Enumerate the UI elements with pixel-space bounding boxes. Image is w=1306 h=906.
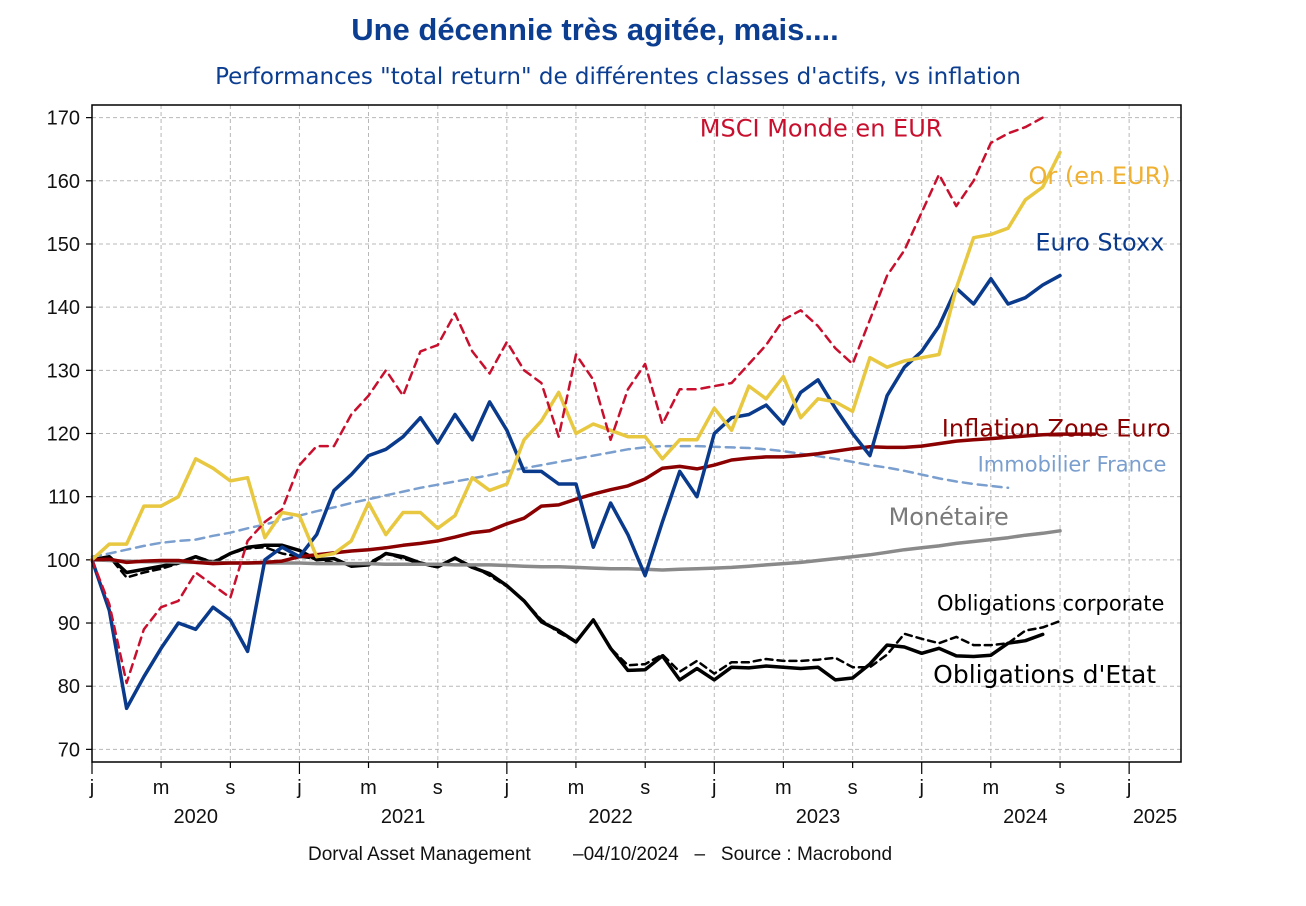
y-axis: 70 80 90 100 110 120 130 140 150 160 170 [47,108,92,761]
series-line-inflation-zone-euro [90,432,1097,566]
x-tick-label: j [89,777,94,799]
series-label-obligations-corporate: Obligations corporate [937,591,1164,615]
chart-subtitle: Performances "total return" de différent… [215,64,1021,90]
x-tick-label: s [1055,777,1065,799]
y-tick-label: 70 [58,739,80,761]
x-tick-label: m [982,777,999,799]
series-line-obligations-d-etat [90,543,1045,682]
x-tick-label: m [153,777,170,799]
y-tick-label: 150 [47,234,80,256]
series-line-or-en-eur [90,150,1062,562]
y-tick-label: 120 [47,424,80,446]
series-label-or-en-eur: Or (en EUR) [1029,162,1171,190]
y-tick-label: 170 [47,108,80,130]
x-tick-label: j [296,777,301,799]
chart-title: Une décennie très agitée, mais.... [351,12,839,47]
series-label-inflation-zone-euro: Inflation Zone Euro [942,415,1171,443]
series-line-immobilier-france [90,444,1010,558]
x-tick-label: s [848,777,858,799]
y-tick-label: 130 [47,360,80,382]
y-tick-label: 90 [58,613,80,635]
x-year-label: 2025 [1133,806,1178,828]
series-label-immobilier-france: Immobilier France [978,452,1167,476]
series-label-euro-stoxx: Euro Stoxx [1035,228,1164,256]
x-tick-label: m [568,777,585,799]
series-label-obligations-d-etat: Obligations d'Etat [933,660,1156,689]
source-note: Dorval Asset Management –04/10/2024 – So… [308,844,892,865]
x-tick-label: j [711,777,716,799]
y-tick-label: 100 [47,550,80,572]
y-tick-label: 140 [47,297,80,319]
x-tick-label: m [775,777,792,799]
x-tick-label: s [640,777,650,799]
x-year-label: 2022 [588,806,633,828]
x-year-label: 2024 [1003,806,1048,828]
x-tick-label: j [918,777,923,799]
x-tick-label: s [433,777,443,799]
y-tick-label: 160 [47,171,80,193]
x-year-label: 2023 [796,806,841,828]
plot-frame [91,104,1182,763]
series-label-msci-monde-en-eur: MSCI Monde en EUR [700,115,943,143]
x-tick-label: j [504,777,509,799]
series-line-msci-monde-en-eur [90,116,1044,685]
series-line-obligations-corporate [90,545,1062,675]
series-label-monetaire: Monétaire [889,503,1009,531]
series-line-euro-stoxx [90,273,1062,711]
x-tick-label: s [225,777,235,799]
x-year-label: 2020 [173,806,218,828]
x-tick-label: j [1126,777,1131,799]
series-labels: MSCI Monde en EUR Or (en EUR) Euro Stoxx In… [700,115,1171,689]
x-axis: j m s j m s j m s j m s j m s j 2020 2021 2022 2023 2024 2025 [89,762,1178,828]
y-tick-label: 110 [48,487,80,509]
y-tick-label: 80 [58,676,80,698]
x-year-label: 2021 [381,806,426,828]
x-tick-label: m [360,777,377,799]
series-lines [90,116,1097,711]
